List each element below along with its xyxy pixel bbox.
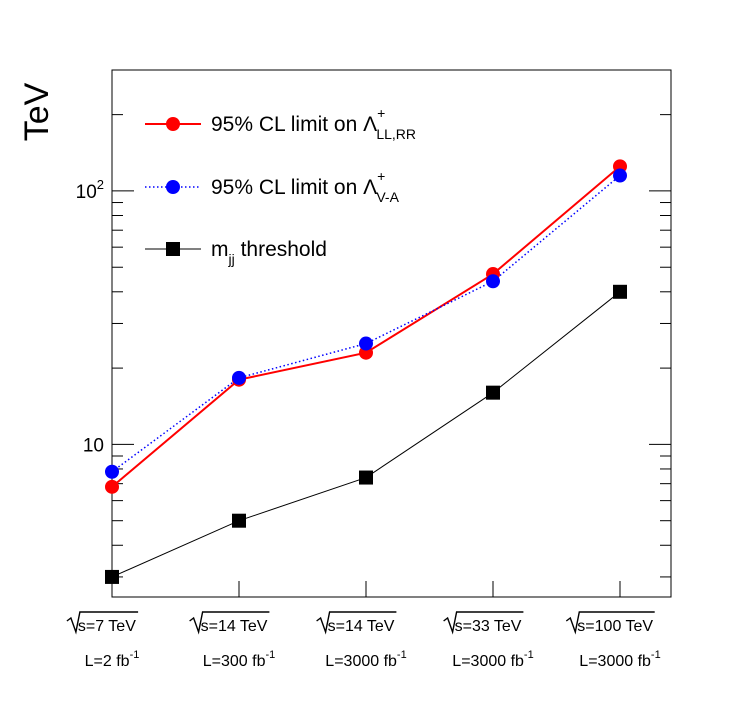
x-category-label: s=7 TeV L=2 fb-1 [66,611,140,670]
legend-label-va: 95% CL limit on Λ+ V-A [211,168,400,205]
y-axis-title: TeV [18,82,56,141]
legend-text: 95% CL limit on Λ [211,113,377,136]
x-label-lumi-text: L=3000 fb [452,653,524,670]
legend-subscript: jj [228,251,235,267]
plot-frame [111,69,672,598]
legend-entry-mjj: mjj threshold [145,238,327,267]
x-label-lumi: L=3000 fb-1 [452,649,533,670]
data-point-va [232,370,246,385]
x-label-energy: s=33 TeV [455,618,522,635]
legend-marker-llrr [166,117,180,131]
series-llrr [105,159,627,494]
series-line-mjj [111,291,621,578]
data-point-va [486,274,500,289]
x-label-lumi-text: L=2 fb [85,653,130,670]
x-label-lumi-text: L=3000 fb [325,653,397,670]
x-label-lumi-exponent: -1 [651,649,661,661]
sqrt-icon [189,611,270,635]
x-category-label: s=33 TeV L=3000 fb-1 [443,611,534,670]
legend-text-after: threshold [235,238,327,261]
legend-entry-va: 95% CL limit on Λ+ V-A [145,168,400,205]
x-label-lumi-exponent: -1 [397,649,407,661]
data-point-mjj [359,470,373,485]
x-label-lumi-exponent: -1 [524,649,534,661]
data-point-mjj [613,284,627,299]
x-label-lumi-text: L=300 fb [203,653,266,670]
sqrt-icon [565,611,655,635]
legend-label-mjj: mjj threshold [211,238,327,267]
y-tick-label-exponent: 2 [97,177,104,192]
x-label-lumi-exponent: -1 [265,649,275,661]
x-label-energy: s=7 TeV [78,618,136,635]
x-label-lumi: L=2 fb-1 [85,649,140,670]
x-label-lumi: L=300 fb-1 [203,649,276,670]
x-label-energy: s=14 TeV [328,618,395,635]
x-category-label: s=100 TeV L=3000 fb-1 [565,611,661,670]
data-point-mjj [486,385,500,400]
y-tick-label-base: 10 [83,435,104,456]
legend-text: 95% CL limit on Λ [211,176,377,199]
x-label-energy: s=14 TeV [201,618,268,635]
legend-subscript: LL,RR [376,126,416,142]
x-label-lumi: L=3000 fb-1 [579,649,660,670]
data-point-mjj [232,513,246,528]
data-point-va [105,464,119,479]
series-line-llrr [111,165,621,488]
legend-marker-va [166,180,180,194]
x-label-lumi-text: L=3000 fb [579,653,651,670]
x-label-lumi-exponent: -1 [130,649,140,661]
legend-subscript: V-A [376,189,399,205]
data-point-va [359,336,373,351]
series-line-va [111,174,621,473]
x-label-lumi: L=3000 fb-1 [325,649,406,670]
sqrt-icon [443,611,524,635]
legend-entry-llrr: 95% CL limit on Λ+ LL,RR [145,105,416,142]
legend-superscript: + [377,168,385,184]
legend-text: m [211,238,229,261]
data-point-mjj [105,569,119,584]
x-label-energy: s=100 TeV [577,618,653,635]
data-point-va [613,168,627,183]
x-category-label: s=14 TeV L=300 fb-1 [189,611,276,670]
data-point-llrr [105,479,119,494]
sqrt-icon [66,611,139,635]
series-mjj [105,284,627,584]
legend-superscript: + [377,105,385,121]
y-tick-label-base: 10 [76,182,97,203]
y-tick-label: 102 [76,177,104,203]
legend-marker-mjj [166,242,180,256]
series-va [105,168,627,479]
y-tick-label: 10 [83,435,104,456]
legend-label-llrr: 95% CL limit on Λ+ LL,RR [211,105,416,142]
sqrt-icon [316,611,397,635]
x-category-label: s=14 TeV L=3000 fb-1 [316,611,407,670]
